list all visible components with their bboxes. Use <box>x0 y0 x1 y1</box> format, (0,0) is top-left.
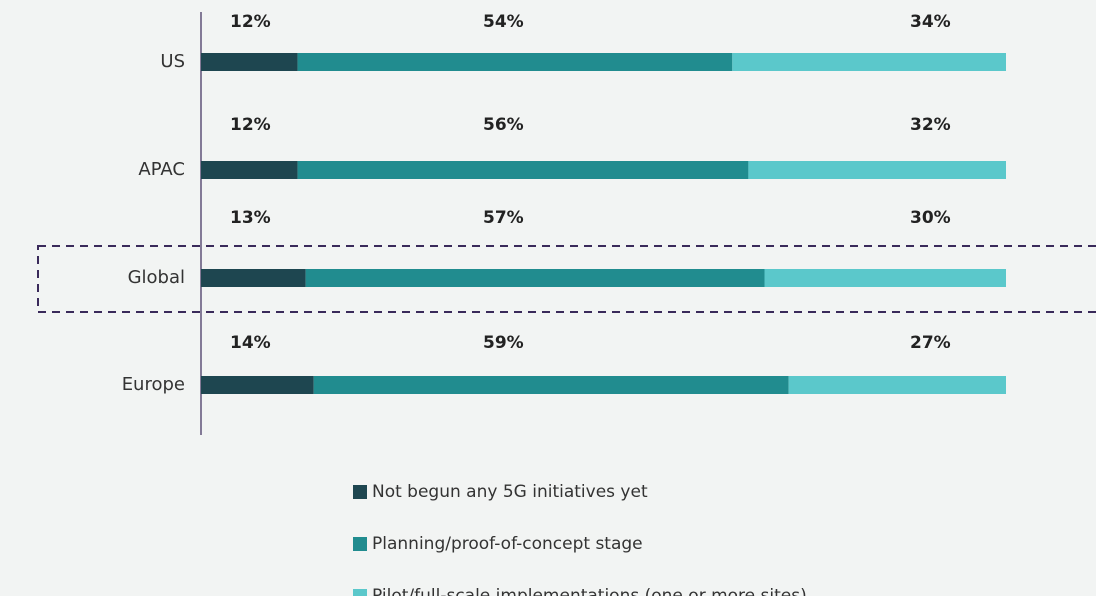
value-label: 32% <box>910 115 951 135</box>
legend-swatch <box>353 589 367 596</box>
value-label: 27% <box>910 333 951 353</box>
bar-segment <box>305 269 765 287</box>
bar-segment <box>201 161 298 179</box>
bar-segment <box>201 269 306 287</box>
value-label: 56% <box>483 115 524 135</box>
bar-segment <box>764 269 1006 287</box>
category-label: APAC <box>138 159 185 180</box>
value-label: 34% <box>910 12 951 32</box>
bar-segment <box>297 53 733 71</box>
highlight-box <box>37 245 1096 313</box>
bar-segment <box>788 376 1006 394</box>
value-label: 30% <box>910 208 951 228</box>
category-label: US <box>160 51 185 72</box>
value-label: 59% <box>483 333 524 353</box>
bar-segment <box>748 161 1006 179</box>
legend-label: Not begun any 5G initiatives yet <box>372 482 648 502</box>
value-label: 12% <box>230 115 271 135</box>
value-label: 57% <box>483 208 524 228</box>
bar-segment <box>297 161 749 179</box>
bar-segment <box>313 376 789 394</box>
legend-swatch <box>353 485 367 499</box>
bar-segment <box>201 53 298 71</box>
value-label: 54% <box>483 12 524 32</box>
value-label: 13% <box>230 208 271 228</box>
bar-segment <box>732 53 1006 71</box>
value-label: 14% <box>230 333 271 353</box>
category-label: Europe <box>122 374 185 395</box>
value-label: 12% <box>230 12 271 32</box>
legend-label: Planning/proof-of-concept stage <box>372 534 643 554</box>
bar-segment <box>201 376 314 394</box>
category-label: Global <box>128 267 185 288</box>
legend-swatch <box>353 537 367 551</box>
legend-label: Pilot/full-scale implementations (one or… <box>372 586 807 596</box>
